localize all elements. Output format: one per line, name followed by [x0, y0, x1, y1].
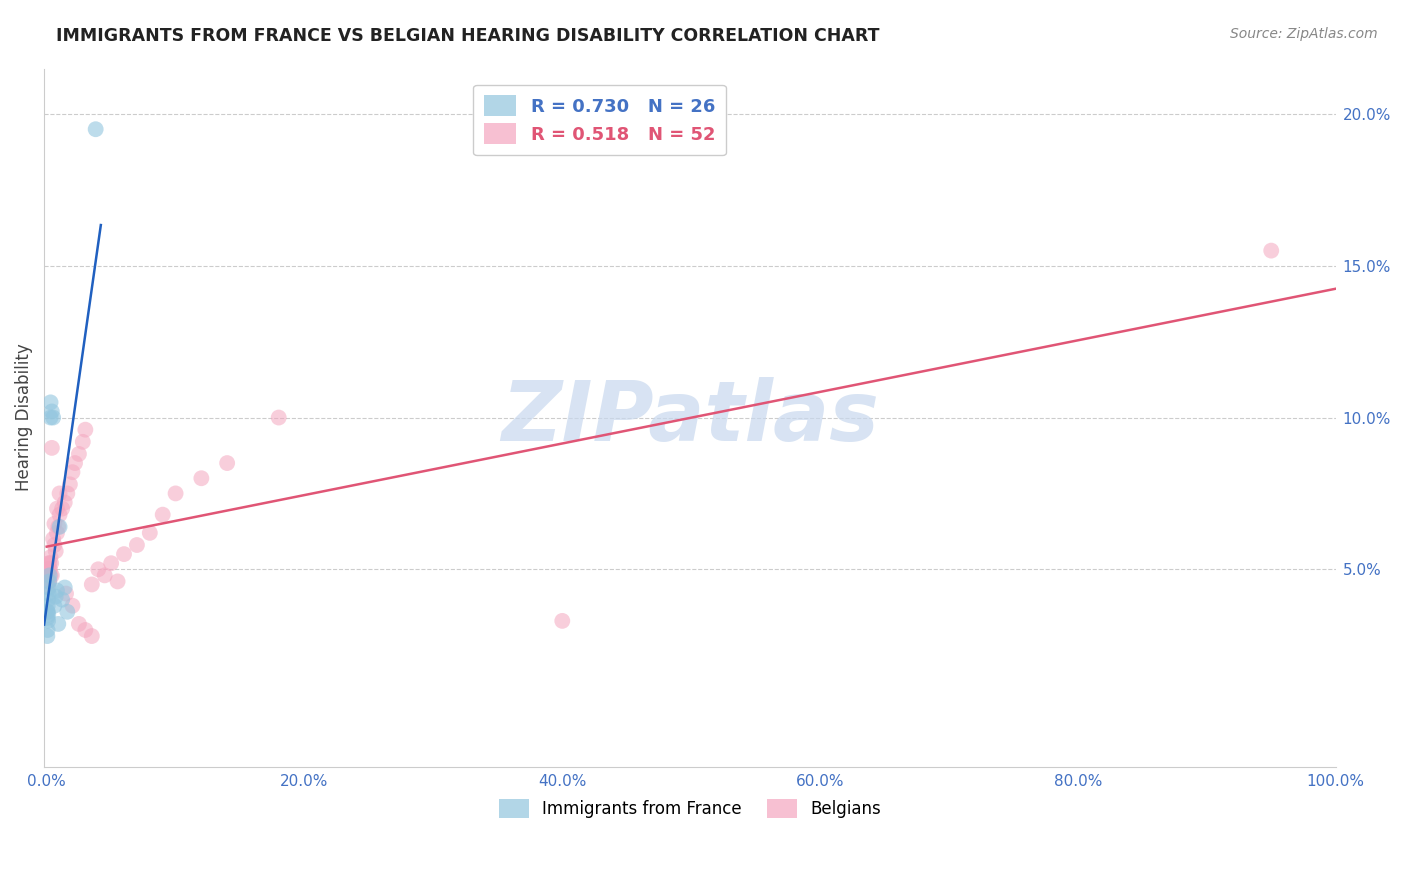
Point [267, 410, 290, 425]
Point [80, 577, 103, 591]
Point [37, 592, 59, 607]
Point [75, 423, 97, 437]
Point [84, 122, 107, 136]
Point [38, 556, 60, 570]
Point [37, 605, 59, 619]
Point [38, 574, 60, 589]
Point [44, 538, 66, 552]
Point [190, 471, 212, 485]
Legend: Immigrants from France, Belgians: Immigrants from France, Belgians [492, 792, 887, 824]
Point [62, 599, 84, 613]
Point [75, 623, 97, 637]
Text: Source: ZipAtlas.com: Source: ZipAtlas.com [1230, 27, 1378, 41]
Point [37, 562, 59, 576]
Point [56, 486, 79, 500]
Point [44, 599, 66, 613]
Point [38, 562, 60, 576]
Point [39, 550, 62, 565]
Point [93, 568, 115, 582]
Point [37, 581, 59, 595]
Point [48, 508, 70, 522]
Point [139, 525, 162, 540]
Point [63, 456, 86, 470]
Point [80, 629, 103, 643]
Point [37, 614, 59, 628]
Point [38, 556, 60, 570]
Point [72, 434, 94, 449]
Point [37, 607, 59, 622]
Point [62, 465, 84, 479]
Point [152, 508, 174, 522]
Point [38, 568, 60, 582]
Point [37, 599, 59, 613]
Point [41, 568, 63, 582]
Point [107, 574, 129, 589]
Point [46, 583, 69, 598]
Point [67, 616, 90, 631]
Point [42, 532, 65, 546]
Text: IMMIGRANTS FROM FRANCE VS BELGIAN HEARING DISABILITY CORRELATION CHART: IMMIGRANTS FROM FRANCE VS BELGIAN HEARIN… [56, 27, 880, 45]
Point [38, 581, 60, 595]
Point [37, 611, 59, 625]
Point [165, 486, 187, 500]
Point [87, 562, 110, 576]
Text: ZIPatlas: ZIPatlas [501, 377, 879, 458]
Point [37, 605, 59, 619]
Point [46, 520, 69, 534]
Y-axis label: Hearing Disability: Hearing Disability [15, 343, 32, 491]
Point [38, 586, 60, 600]
Point [125, 538, 148, 552]
Point [45, 544, 67, 558]
Point [67, 447, 90, 461]
Point [37, 568, 59, 582]
Point [51, 592, 73, 607]
Point [59, 477, 82, 491]
Point [38, 562, 60, 576]
Point [46, 616, 69, 631]
Point [42, 410, 65, 425]
Point [48, 486, 70, 500]
Point [48, 520, 70, 534]
Point [37, 623, 59, 637]
Point [37, 574, 59, 589]
Point [46, 525, 69, 540]
Point [56, 605, 79, 619]
Point [100, 556, 122, 570]
Point [39, 410, 62, 425]
Point [55, 586, 77, 600]
Point [1260, 244, 1282, 258]
Point [46, 501, 69, 516]
Point [53, 581, 76, 595]
Point [38, 574, 60, 589]
Point [551, 614, 574, 628]
Point [41, 404, 63, 418]
Point [37, 629, 59, 643]
Point [44, 516, 66, 531]
Point [53, 495, 76, 509]
Point [112, 547, 135, 561]
Point [39, 568, 62, 582]
Point [39, 395, 62, 409]
Point [41, 441, 63, 455]
Point [51, 501, 73, 516]
Point [45, 590, 67, 604]
Point [217, 456, 239, 470]
Point [39, 556, 62, 570]
